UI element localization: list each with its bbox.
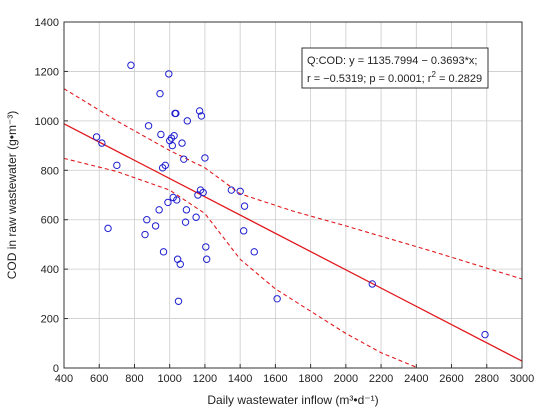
- x-tick-label: 2400: [404, 373, 428, 385]
- data-point: [144, 122, 153, 130]
- data-point: [174, 297, 183, 305]
- data-point: [195, 107, 204, 115]
- stats-line-2-prefix: r = −0.5319; p = 0.0001; r: [307, 73, 432, 85]
- x-tick-label: 2600: [439, 373, 463, 385]
- x-tick-label: 1200: [193, 373, 217, 385]
- y-axis-label: COD in raw wastewater (g•m⁻³): [5, 111, 19, 280]
- data-point: [239, 227, 248, 235]
- x-axis-ticks: 400 600 800 1000 1200 1400 1600 1800 2000 2200 240…: [55, 364, 534, 385]
- confidence-upper: [63, 88, 523, 280]
- data-point: [202, 243, 210, 251]
- y-tick-label: 400: [41, 264, 59, 276]
- data-point: [196, 186, 205, 194]
- data-point: [158, 164, 167, 172]
- data-point: [161, 161, 169, 170]
- y-axis-ticks: 0 200 400 600 800 1000 1200 1400: [35, 17, 68, 375]
- data-point: [182, 206, 191, 214]
- data-points: [92, 61, 489, 339]
- x-tick-label: 3000: [510, 373, 534, 385]
- y-tick-label: 1200: [35, 66, 59, 78]
- data-point: [178, 139, 186, 147]
- data-point: [98, 139, 106, 147]
- data-point: [176, 260, 184, 268]
- data-point: [92, 133, 101, 141]
- data-point: [202, 255, 211, 263]
- y-tick-label: 800: [41, 165, 59, 177]
- data-point: [201, 154, 209, 162]
- data-point: [180, 155, 188, 163]
- data-point: [273, 295, 281, 303]
- data-point: [250, 248, 258, 256]
- stats-line-2-suffix: = 0.2829: [436, 73, 482, 85]
- confidence-band: [63, 88, 523, 369]
- data-point: [167, 134, 176, 142]
- x-tick-label: 1800: [298, 373, 322, 385]
- data-point: [181, 218, 190, 226]
- stats-annotation: Q:COD: y = 1135.7994 − 0.3693*x; r = −0.…: [301, 47, 489, 89]
- x-tick-label: 2000: [334, 373, 358, 385]
- data-point: [141, 230, 149, 239]
- stats-annotation-box: [301, 47, 489, 89]
- y-tick-label: 1000: [35, 116, 59, 128]
- stats-line-2: r = −0.5319; p = 0.0001; r2 = 0.2829: [307, 70, 482, 85]
- data-point: [192, 213, 200, 221]
- data-point: [157, 130, 165, 139]
- data-point: [127, 61, 135, 69]
- data-point: [151, 222, 160, 230]
- regression-line: [63, 123, 523, 362]
- data-point: [481, 330, 489, 339]
- plot-area-frame: [63, 21, 523, 369]
- data-point: [368, 280, 376, 288]
- data-point: [199, 188, 207, 197]
- y-tick-label: 1400: [35, 17, 59, 29]
- x-tick-label: 2800: [475, 373, 499, 385]
- data-point: [104, 224, 112, 233]
- stats-line-2-sup: 2: [431, 70, 436, 79]
- data-point: [240, 202, 249, 210]
- confidence-lower: [63, 157, 419, 369]
- data-point: [197, 112, 206, 120]
- x-tick-label: 800: [125, 373, 143, 385]
- data-point: [155, 206, 163, 214]
- data-point: [165, 70, 173, 78]
- y-tick-label: 200: [41, 314, 59, 326]
- data-point: [143, 216, 151, 224]
- data-point: [159, 248, 168, 256]
- x-tick-label: 1000: [157, 373, 181, 385]
- y-tick-label: 0: [53, 363, 59, 375]
- x-tick-label: 400: [55, 373, 73, 385]
- stats-line-1: Q:COD: y = 1135.7994 − 0.3693*x;: [307, 55, 477, 67]
- data-point: [168, 141, 177, 150]
- data-point: [173, 196, 181, 204]
- data-point: [183, 117, 192, 125]
- x-tick-label: 600: [90, 373, 108, 385]
- data-point: [227, 186, 236, 194]
- x-axis-label: Daily wastewater inflow (m³•d⁻¹): [207, 393, 378, 407]
- x-tick-label: 1600: [263, 373, 287, 385]
- data-point: [156, 89, 164, 98]
- data-point: [113, 161, 121, 170]
- data-point: [170, 131, 178, 140]
- regression-line-group: [63, 123, 523, 362]
- data-point: [172, 109, 180, 118]
- x-tick-label: 2200: [369, 373, 393, 385]
- y-tick-label: 600: [41, 215, 59, 227]
- x-tick-label: 1400: [228, 373, 252, 385]
- data-point: [236, 187, 244, 195]
- data-point: [164, 198, 172, 207]
